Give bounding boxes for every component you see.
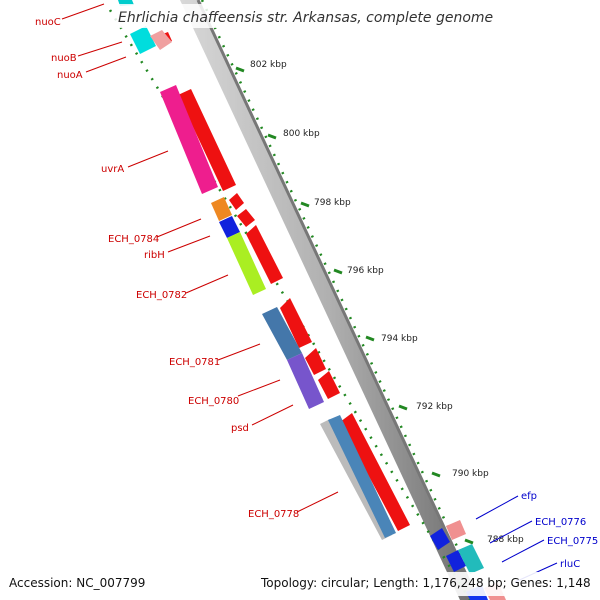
label-nuoA: nuoA <box>57 70 83 81</box>
label-ECH_0781: ECH_0781 <box>169 357 220 368</box>
gene-nuoB <box>130 26 156 54</box>
gene-forward-psd <box>318 371 340 399</box>
gene-efp-pink <box>446 520 466 540</box>
genome-summary-text: Topology: circular; Length: 1,176,248 bp… <box>260 576 591 590</box>
gene-forward-ECH_0781 <box>280 298 312 348</box>
tick-800 <box>267 133 277 140</box>
label-ECH_0782: ECH_0782 <box>136 290 187 301</box>
tick-label-800: 800 kbp <box>283 129 320 139</box>
tick-label-794: 794 kbp <box>381 334 418 344</box>
connector-psd <box>251 404 294 426</box>
connector-uvrA <box>127 150 169 168</box>
gene-forward-uvrA <box>178 89 236 191</box>
tick-788 <box>464 538 474 545</box>
gene-ECH_0778 <box>328 415 396 538</box>
connector-ECH_0782 <box>185 274 229 294</box>
connector-ECH_0778 <box>296 491 339 513</box>
gene-ECH_0775 <box>458 544 484 574</box>
gene-ECH_0784 <box>211 197 232 221</box>
tick-798 <box>300 201 310 208</box>
connector-nuoC <box>61 3 105 20</box>
gene-uvrA <box>160 85 218 194</box>
tick-label-788: 788 kbp <box>487 535 524 545</box>
label-ribH: ribH <box>144 250 165 261</box>
connector-ECH_0775 <box>501 539 545 563</box>
gene-ECH_0781 <box>262 307 302 360</box>
forward-genes <box>160 32 410 531</box>
label-ECH_0780: ECH_0780 <box>188 396 239 407</box>
outer-scale-ring <box>200 0 470 571</box>
gene-forward-ECH_0784 <box>229 193 244 210</box>
tick-792 <box>398 404 408 411</box>
tick-790 <box>431 471 441 478</box>
connector-ribH <box>167 235 211 253</box>
gene-ribH <box>219 216 240 238</box>
label-nuoC: nuoC <box>35 17 61 28</box>
tick-label-802: 802 kbp <box>250 60 287 70</box>
accession-text: Accession: NC_007799 <box>9 576 145 590</box>
label-efp: efp <box>521 491 537 502</box>
tick-796 <box>333 268 343 275</box>
label-uvrA: uvrA <box>101 164 124 175</box>
footer-background <box>0 572 600 596</box>
label-ECH_0775: ECH_0775 <box>547 536 598 547</box>
gene-forward-ribH <box>237 209 255 227</box>
label-nuoB: nuoB <box>51 53 77 64</box>
label-ECH_0784: ECH_0784 <box>108 234 159 245</box>
inner-genes <box>118 0 506 600</box>
tick-label-790: 790 kbp <box>452 469 489 479</box>
label-ECH_0778: ECH_0778 <box>248 509 299 520</box>
connector-nuoB <box>77 41 123 57</box>
label-rluC: rluC <box>560 559 580 570</box>
gene-ECH_0776 <box>446 550 466 572</box>
genome-backbone <box>180 0 478 600</box>
connector-ECH_0784 <box>156 218 202 238</box>
gene-ECH_0782 <box>227 232 266 295</box>
map-title: Ehrlichia chaffeensis str. Arkansas, com… <box>118 10 493 26</box>
label-ECH_0776: ECH_0776 <box>535 517 586 528</box>
connector-nuoA <box>85 56 127 73</box>
gene-nuoA-pink <box>150 30 172 50</box>
gene-efp <box>430 528 450 550</box>
tick-label-796: 796 kbp <box>347 266 384 276</box>
tick-label-792: 792 kbp <box>416 402 453 412</box>
gene-forward-ECH_0778 <box>340 413 410 531</box>
tick-label-798: 798 kbp <box>314 198 351 208</box>
connector-ECH_0781 <box>217 343 261 361</box>
label-psd: psd <box>231 423 249 434</box>
title-background <box>112 4 494 28</box>
connector-ECH_0776 <box>489 520 533 544</box>
tick-794 <box>365 335 375 342</box>
label-connectors <box>61 3 558 583</box>
backbone-edge <box>196 0 480 600</box>
gene-forward-ECH_0782 <box>246 225 283 284</box>
gene-forward-ECH_0780 <box>305 348 326 375</box>
connector-efp <box>475 495 519 520</box>
connector-ECH_0780 <box>237 379 281 397</box>
gene-ECH_0780 <box>287 353 324 409</box>
tick-802 <box>235 66 245 73</box>
tick-marks <box>235 66 474 545</box>
